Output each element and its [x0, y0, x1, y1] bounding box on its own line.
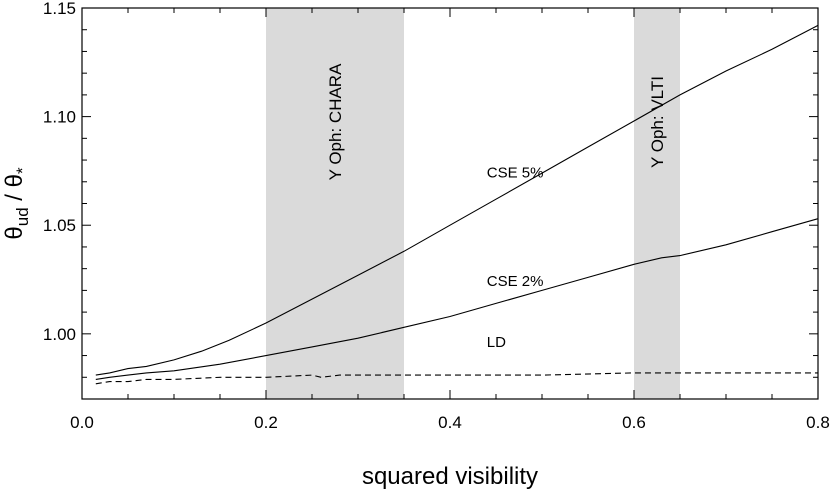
x-tick-label: 0.2 — [254, 413, 278, 432]
y-tick-label: 1.05 — [43, 216, 76, 235]
series-line-2 — [95, 218, 819, 380]
axis-ticks: 0.0 0.2 0.4 0.6 0.8 1.00 1.05 1.10 1.15 — [43, 0, 830, 432]
band-2 — [634, 8, 680, 399]
x-tick-label: 0.6 — [622, 413, 646, 432]
band-label-2: Y Oph: VLTI — [648, 76, 667, 168]
y-tick-label: 1.15 — [43, 0, 76, 18]
x-tick-label: 0.8 — [806, 413, 830, 432]
x-axis-title: squared visibility — [362, 463, 538, 490]
x-tick-label: 0.0 — [70, 413, 94, 432]
y-axis-title-sub-ud: ud — [13, 207, 32, 226]
plot-frame — [81, 7, 819, 400]
series-line-3 — [95, 372, 818, 385]
x-tick-label: 0.4 — [438, 413, 462, 432]
band-label-1: Y Oph: CHARA — [326, 63, 345, 181]
shaded-bands — [266, 8, 680, 399]
series-line-1 — [95, 24, 819, 376]
y-tick-label: 1.10 — [43, 108, 76, 127]
annotations: Y Oph: CHARA Y Oph: VLTI CSE 5% CSE 2% LD — [326, 63, 667, 351]
y-axis-title: θud / θ* — [1, 167, 32, 240]
y-axis-title-mid: / θ — [1, 174, 28, 207]
series-label-1: CSE 5% — [487, 164, 544, 181]
series-label-3: LD — [487, 334, 506, 351]
y-axis-title-main: θ — [1, 226, 28, 239]
series-lines — [95, 24, 819, 385]
y-tick-label: 1.00 — [43, 325, 76, 344]
series-label-2: CSE 2% — [487, 273, 544, 290]
band-1 — [266, 8, 404, 399]
y-axis-title-sub-star: * — [13, 167, 32, 174]
